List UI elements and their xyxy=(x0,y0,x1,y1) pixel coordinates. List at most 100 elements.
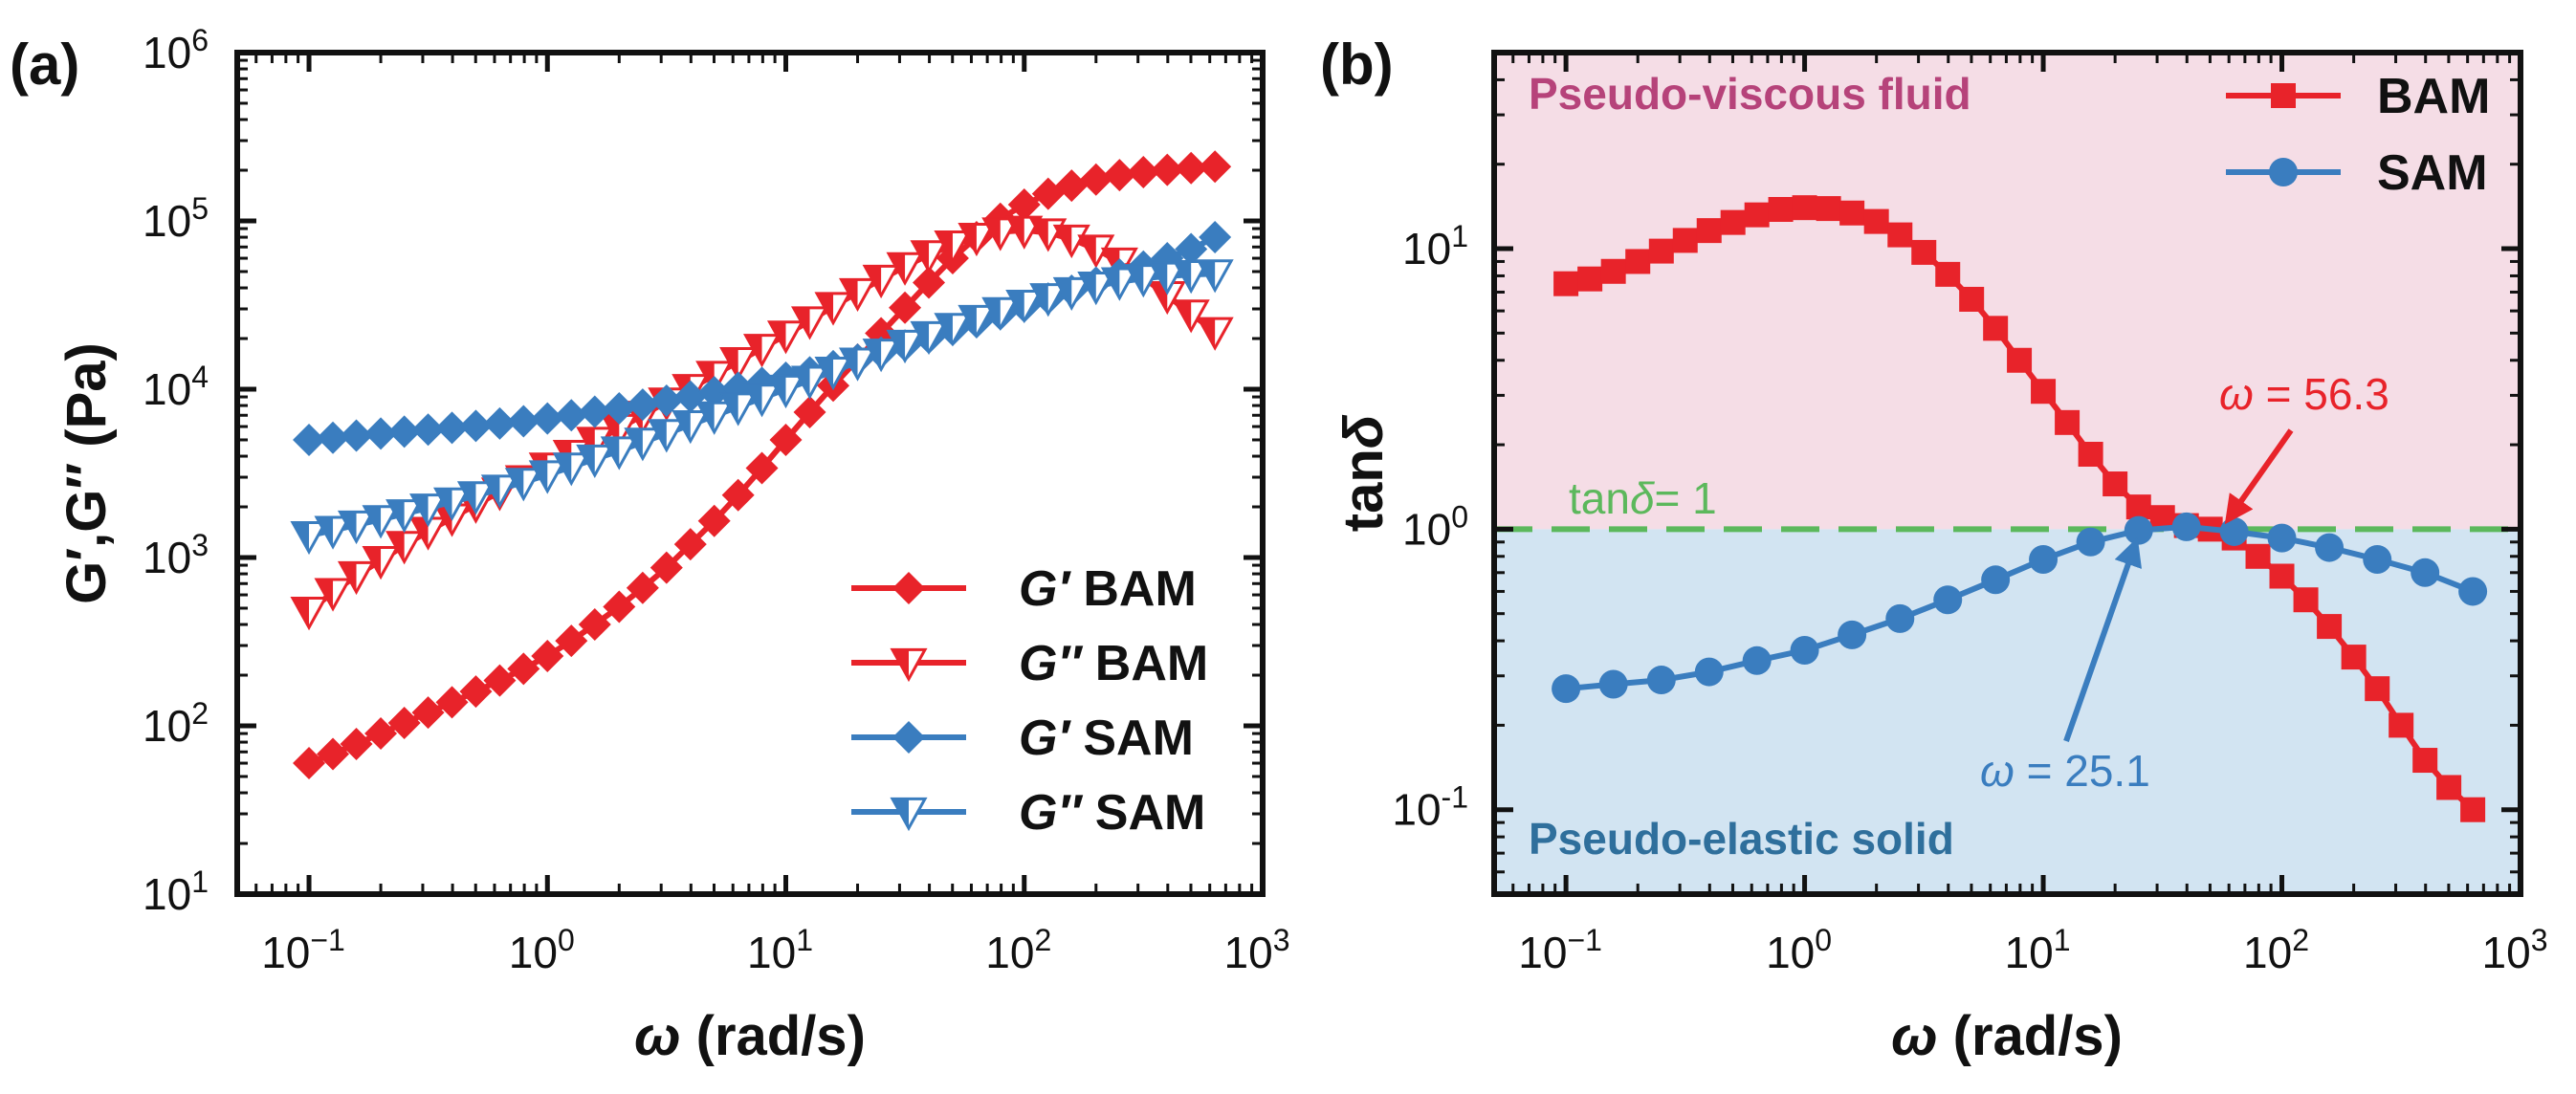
data-point xyxy=(387,415,421,449)
legend-entry: G′ BAM xyxy=(851,561,1197,617)
data-point xyxy=(293,423,326,456)
panel-a-series xyxy=(290,150,1234,780)
data-point xyxy=(2007,347,2033,373)
data-point xyxy=(1720,209,1746,235)
crossover-arrow-bam xyxy=(2224,428,2294,525)
panel-a-legend: G′ BAM G″ BAM G′ SAM G″ SAM xyxy=(851,561,1208,841)
data-point xyxy=(1625,249,1651,274)
x-tick-label: 101 xyxy=(2005,923,2071,977)
data-point xyxy=(1103,159,1136,192)
y-tick-label: 104 xyxy=(143,360,209,414)
data-point xyxy=(886,329,924,364)
data-point xyxy=(600,436,638,470)
data-point xyxy=(1838,620,1867,649)
panel-b: (b) 10−1 100 101 102 103 10-1 100 101 Pseudo-v… xyxy=(1320,33,2547,1067)
data-point xyxy=(2125,494,2151,520)
data-point xyxy=(1077,272,1115,306)
legend-entry: BAM xyxy=(2226,69,2490,124)
data-point xyxy=(958,304,996,339)
data-point xyxy=(721,478,755,512)
y-tick-label: 101 xyxy=(143,864,209,919)
data-point xyxy=(555,399,588,432)
data-point xyxy=(981,217,1020,252)
data-point xyxy=(1959,286,1985,312)
data-point xyxy=(317,421,350,454)
data-point xyxy=(1100,267,1138,301)
data-point xyxy=(1768,197,1794,222)
data-point xyxy=(504,468,542,502)
data-point xyxy=(648,419,686,453)
data-point xyxy=(337,560,376,596)
pseudo-elastic-region xyxy=(1494,529,2521,894)
data-point xyxy=(435,411,469,445)
legend-marker xyxy=(2269,158,2298,186)
data-point xyxy=(603,391,636,425)
data-point xyxy=(814,292,852,326)
x-tick-label: 103 xyxy=(2482,923,2548,977)
data-point xyxy=(1148,261,1186,295)
data-point xyxy=(1577,266,1603,292)
data-point xyxy=(531,639,564,672)
data-point xyxy=(672,410,710,445)
data-point xyxy=(2124,515,2153,545)
y-tick-label: 10-1 xyxy=(1392,780,1468,835)
data-point xyxy=(1672,228,1698,253)
data-point xyxy=(1151,153,1184,186)
reference-line-label: tanδ= 1 xyxy=(1569,473,1717,523)
data-point xyxy=(483,406,517,440)
data-point xyxy=(2460,797,2486,822)
data-point xyxy=(1196,259,1234,294)
data-point xyxy=(790,306,829,340)
data-point xyxy=(483,664,517,697)
panel-b-xlabel: ω (rad/s) xyxy=(1891,1005,2123,1067)
data-point xyxy=(862,264,900,299)
legend-marker xyxy=(890,797,928,832)
series-sam xyxy=(1552,512,2488,704)
pseudo-viscous-region xyxy=(1494,53,2521,530)
legend-entry: G″ BAM xyxy=(851,636,1208,691)
data-point xyxy=(459,675,493,709)
legend-marker xyxy=(892,721,925,754)
data-point xyxy=(1648,238,1674,264)
data-point xyxy=(910,320,948,356)
data-point xyxy=(1172,299,1210,334)
panel-b-xtick-labels: 10−1 100 101 102 103 xyxy=(1518,923,2547,977)
data-point xyxy=(1052,224,1090,259)
y-tick-label: 101 xyxy=(1402,219,1468,274)
data-point xyxy=(1079,163,1112,196)
legend-label: G″ SAM xyxy=(1019,785,1205,841)
data-point xyxy=(1742,645,1772,675)
data-point xyxy=(2219,516,2249,546)
pseudo-viscous-label: Pseudo-viscous fluid xyxy=(1529,69,1971,119)
crossover-arrow-sam xyxy=(2063,536,2142,742)
legend-label: G″ BAM xyxy=(1019,636,1208,691)
data-point xyxy=(650,383,683,417)
data-point xyxy=(480,474,518,509)
data-point xyxy=(1052,276,1090,312)
data-point xyxy=(314,578,352,612)
data-point xyxy=(1007,187,1041,221)
data-point xyxy=(531,402,564,435)
data-point xyxy=(886,252,924,286)
crossover-label-bam: ω = 56.3 xyxy=(2219,369,2389,419)
data-point xyxy=(934,230,972,265)
panel-b-ytick-labels: 10-1 100 101 xyxy=(1392,219,1468,835)
data-point xyxy=(411,696,445,730)
data-point xyxy=(1646,666,1676,695)
data-point xyxy=(814,357,852,391)
crossover-label-sam: ω = 25.1 xyxy=(1980,746,2150,796)
data-point xyxy=(2031,379,2057,405)
data-point xyxy=(862,339,900,373)
data-point xyxy=(2317,614,2343,640)
data-point xyxy=(2436,775,2462,800)
data-point xyxy=(2171,512,2201,541)
data-point xyxy=(889,291,922,324)
data-point xyxy=(769,423,803,456)
data-point xyxy=(766,374,805,409)
data-point xyxy=(552,452,590,487)
data-point xyxy=(387,707,421,740)
data-point xyxy=(981,296,1020,331)
data-point xyxy=(1887,222,1913,248)
data-point xyxy=(673,528,707,561)
data-point xyxy=(2293,587,2319,613)
